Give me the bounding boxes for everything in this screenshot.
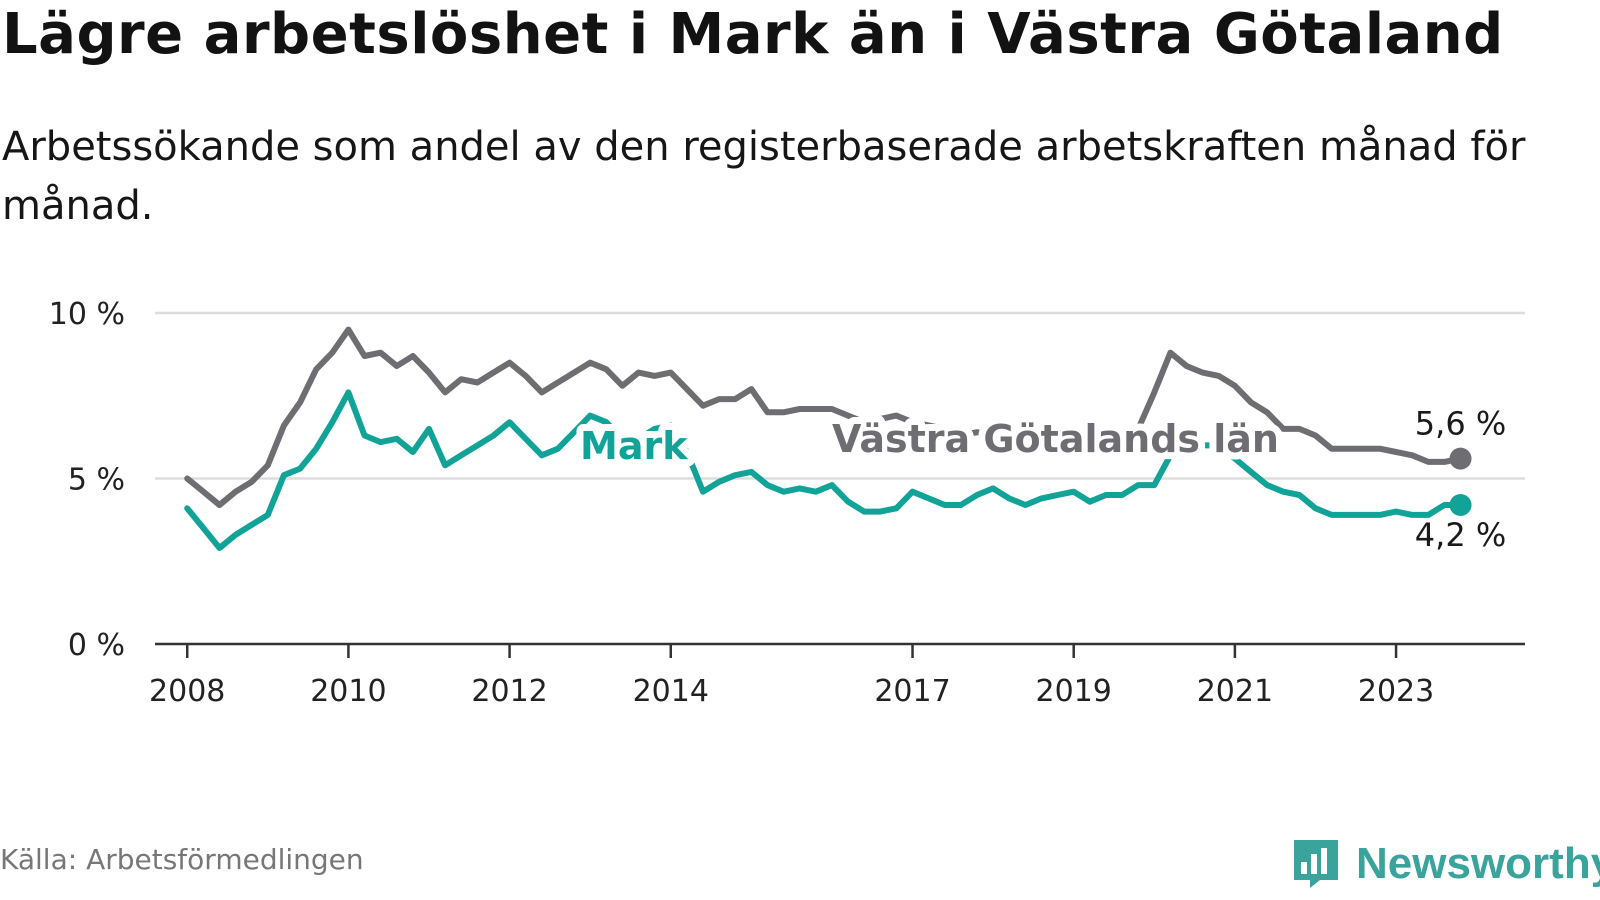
series-label-vastra-gotaland: Västra Götalands län bbox=[832, 417, 1279, 461]
gridlines bbox=[155, 311, 1525, 646]
chart-subtitle: Arbetssökande som andel av den registerb… bbox=[2, 124, 1526, 229]
x-tick-label-2017: 2017 bbox=[874, 674, 950, 709]
series-end-point-vastra-gotaland bbox=[1449, 447, 1472, 470]
series-line-mark bbox=[184, 389, 1464, 551]
chart-title: Lägre arbetslöshet i Mark än i Västra Gö… bbox=[2, 2, 1504, 67]
y-tick-label-10: 10 % bbox=[49, 297, 125, 332]
series-end-point-mark bbox=[1449, 493, 1472, 516]
x-tick-label-2008: 2008 bbox=[149, 674, 225, 709]
brand-name: Newsworthy bbox=[1356, 839, 1600, 888]
source-note: Källa: Arbetsförmedlingen bbox=[0, 843, 364, 876]
x-tick-label-2010: 2010 bbox=[310, 674, 386, 709]
series-line-vastra-gotaland bbox=[184, 326, 1464, 508]
y-tick-label-5: 5 % bbox=[68, 463, 125, 498]
series-label-mark: Mark bbox=[580, 424, 688, 468]
x-tick-label-2014: 2014 bbox=[633, 674, 709, 709]
newsworthy-logo-icon bbox=[1294, 840, 1338, 888]
series-labels: 5,6 % 4,2 % Mark Västra Götalands län bbox=[573, 405, 1506, 554]
y-tick-label-0: 0 % bbox=[68, 628, 125, 663]
x-tick-label-2012: 2012 bbox=[471, 674, 547, 709]
y-axis-ticks: 0 % 5 % 10 % bbox=[49, 297, 125, 663]
brand-logo[interactable]: Newsworthy bbox=[1290, 838, 1600, 890]
x-tick-label-2021: 2021 bbox=[1197, 674, 1273, 709]
series-lines bbox=[184, 326, 1472, 551]
end-label-vastra-gotaland: 5,6 % bbox=[1415, 405, 1506, 443]
end-label-mark: 4,2 % bbox=[1415, 516, 1506, 554]
x-tick-label-2019: 2019 bbox=[1036, 674, 1112, 709]
x-axis-ticks: 2008 2010 2012 2014 2017 2019 2021 2023 bbox=[149, 644, 1434, 709]
line-chart: 0 %5 %10 % 2008 2010 2012 2014 2017 2019 2021 2… bbox=[49, 297, 1525, 709]
x-tick-label-2023: 2023 bbox=[1358, 674, 1434, 709]
